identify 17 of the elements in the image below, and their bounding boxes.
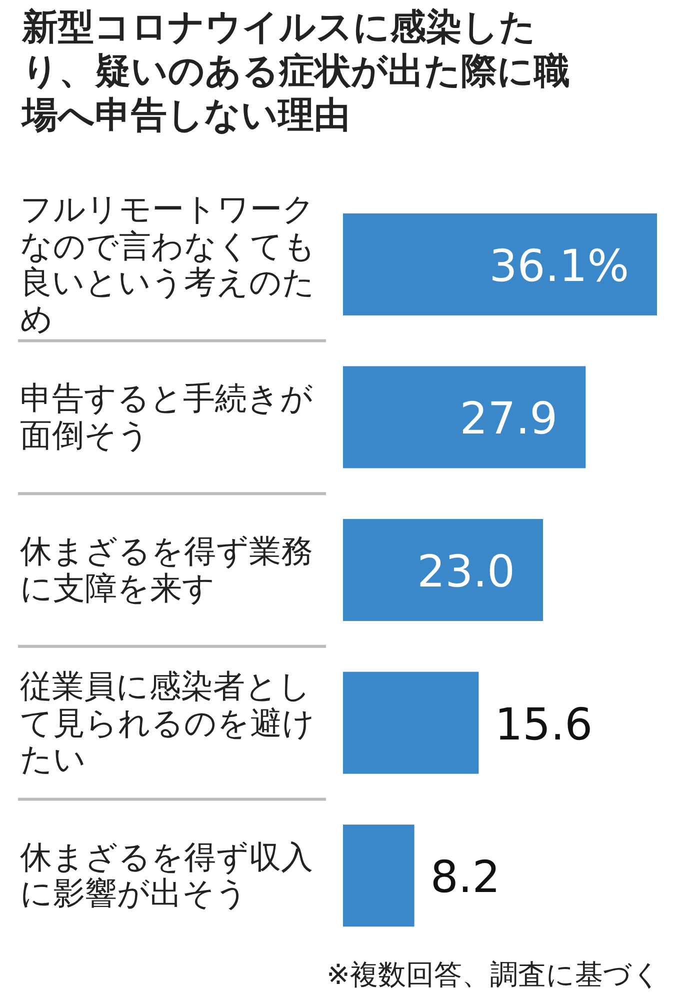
- y-tick-label: 休まざるを得ず収入に影響が出そう: [20, 838, 314, 912]
- data-label: 8.2: [430, 852, 500, 904]
- bar: [343, 824, 414, 927]
- data-label: 36.1%: [489, 240, 629, 292]
- bar: [343, 519, 544, 621]
- y-tick-label: 従業員に感染者として見られるのを避けたい: [20, 666, 316, 778]
- chart-title: 新型コロナウイルスに感染したり、疑いのある症状が出た際に職場へ申告しない理由: [22, 6, 571, 138]
- bar: [343, 366, 586, 468]
- y-tick-label: 休まざるを得ず業務に支障を来す: [20, 532, 314, 607]
- data-label: 27.9: [460, 394, 558, 445]
- data-label: 15.6: [494, 699, 593, 750]
- text: ※複数回答、調査に基づく: [326, 957, 661, 993]
- bar: [343, 672, 479, 774]
- y-tick-label: フルリモートワークなので言わなくても良いという考えのため: [20, 190, 317, 338]
- data-label: 23.0: [417, 546, 516, 598]
- bar: [343, 213, 657, 316]
- y-tick-label: 申告すると手続きが面倒そう: [20, 379, 314, 454]
